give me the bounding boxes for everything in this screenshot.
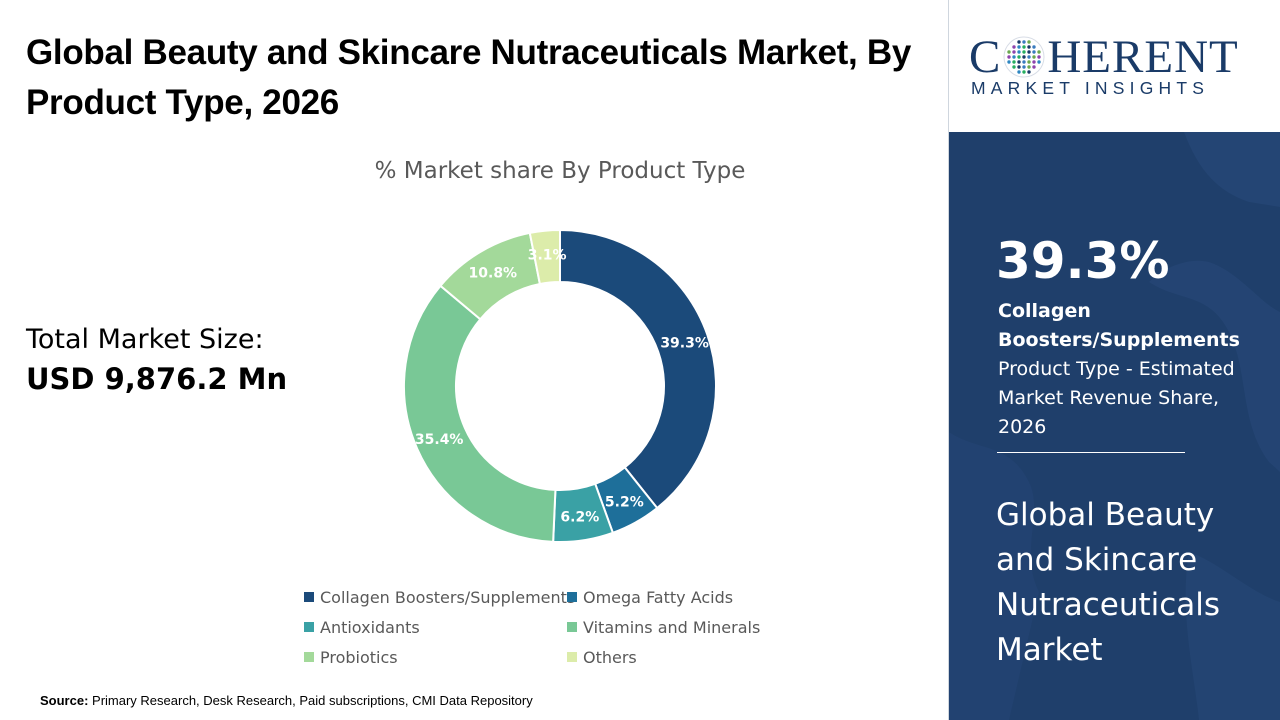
legend-label: Others — [583, 647, 637, 667]
source-note: Source: Primary Research, Desk Research,… — [40, 693, 533, 708]
slice-data-label: 3.1% — [528, 248, 567, 264]
highlight-text: Product Type - Estimated Market Revenue … — [998, 358, 1235, 438]
market-size-label: Total Market Size: — [26, 324, 264, 355]
slice-data-label: 39.3% — [660, 335, 709, 351]
world-map-background — [949, 132, 1280, 720]
summary-panel: C HERENT MARKET INSIGHTS 39.3% Collagen … — [949, 0, 1280, 720]
slice-data-label: 5.2% — [605, 494, 644, 510]
source-text: Primary Research, Desk Research, Paid su… — [88, 693, 533, 708]
legend-item-others: Others — [563, 646, 820, 668]
legend-swatch — [304, 652, 314, 662]
legend-swatch — [567, 652, 577, 662]
legend-item-collagen: Collagen Boosters/Supplements — [300, 586, 575, 608]
logo: C HERENT MARKET INSIGHTS — [949, 0, 1280, 132]
legend-label: Vitamins and Minerals — [583, 617, 761, 637]
legend-swatch — [567, 592, 577, 602]
chart-panel: Global Beauty and Skincare Nutraceutical… — [26, 0, 949, 720]
donut-slice — [403, 284, 557, 543]
divider — [997, 452, 1185, 453]
source-label: Source: — [40, 693, 89, 708]
donut-chart: 39.3% 5.2% 6.2% 35.4% 10.8% 3.1% — [403, 228, 717, 543]
slice-data-label: 35.4% — [415, 432, 464, 448]
legend-item-antioxidants: Antioxidants — [300, 616, 563, 638]
legend-swatch — [304, 622, 314, 632]
logo-letter: C — [969, 31, 1002, 83]
legend-label: Probiotics — [320, 647, 398, 667]
logo-subtitle: MARKET INSIGHTS — [971, 78, 1210, 98]
chart-title: % Market share By Product Type — [374, 158, 746, 184]
donut-slice — [528, 228, 561, 286]
highlight-description: Collagen Boosters/Supplements Product Ty… — [998, 297, 1268, 442]
logo-letters: HERENT — [1047, 31, 1239, 83]
legend-swatch — [567, 622, 577, 632]
slice-data-label: 10.8% — [469, 265, 518, 281]
legend-label: Antioxidants — [320, 617, 420, 637]
page-title: Global Beauty and Skincare Nutraceutical… — [26, 33, 912, 122]
legend-swatch — [304, 592, 314, 602]
chart-legend: Collagen Boosters/Supplements Omega Fatt… — [300, 586, 820, 668]
donut-slice — [559, 228, 717, 510]
legend-item-vitamins: Vitamins and Minerals — [563, 616, 820, 638]
legend-label: Omega Fatty Acids — [583, 587, 734, 607]
logo-dots-icon — [1003, 36, 1045, 78]
highlight-segment: Collagen Boosters/Supplements — [998, 300, 1240, 351]
legend-label: Collagen Boosters/Supplements — [320, 587, 576, 607]
legend-item-omega: Omega Fatty Acids — [563, 586, 820, 608]
market-name: Global Beauty and Skincare Nutraceutical… — [996, 497, 1221, 668]
slice-data-label: 6.2% — [560, 510, 599, 526]
logo-wordmark: C HERENT — [969, 30, 1239, 84]
market-size-value: USD 9,876.2 Mn — [26, 362, 288, 396]
legend-item-probiotics: Probiotics — [300, 646, 563, 668]
highlight-value: 39.3% — [996, 232, 1170, 290]
